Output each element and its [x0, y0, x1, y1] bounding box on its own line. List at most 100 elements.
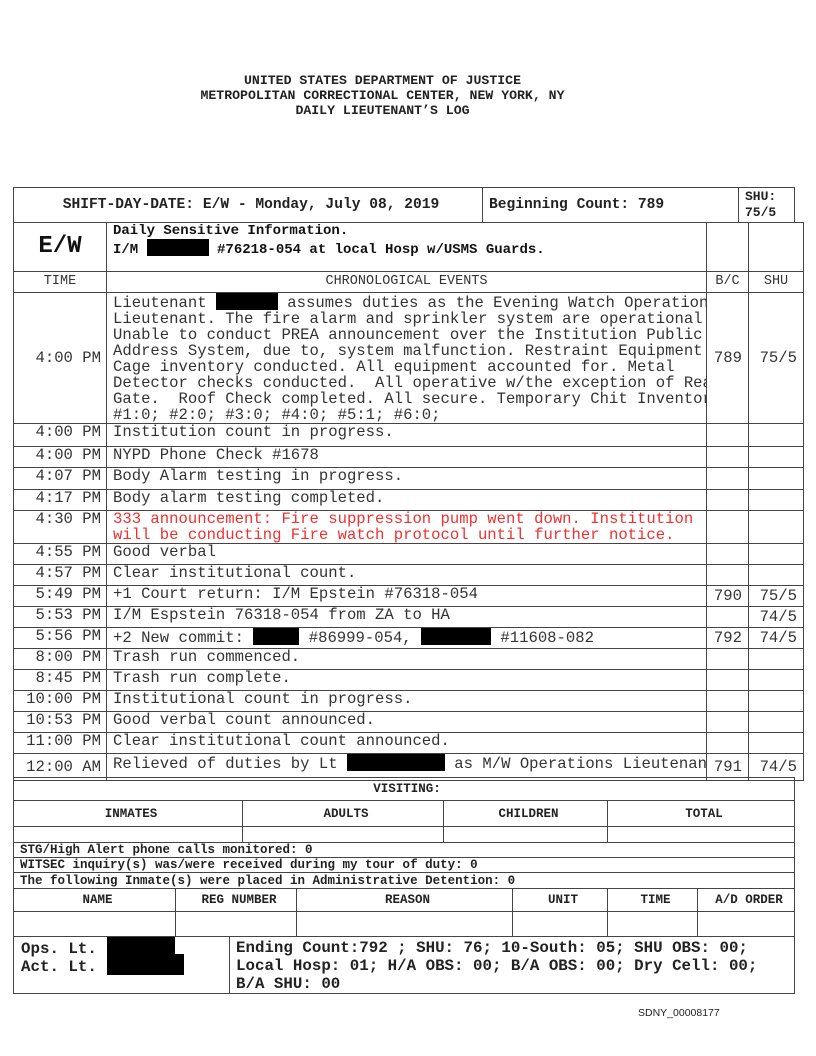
- event-time: 4:00 PM: [13, 446, 107, 468]
- event-bc-count: [706, 510, 749, 544]
- event-shu-count: [748, 446, 804, 468]
- event-row: 11:00 PM Clear institutional count announ…: [13, 732, 804, 754]
- col-header-shu: SHU: [748, 271, 804, 293]
- event-description: Institutional count in progress.: [106, 690, 707, 712]
- event-bc-count: [706, 648, 749, 670]
- redaction-box: [146, 239, 209, 256]
- col-header-events: CHRONOLOGICAL EVENTS: [106, 271, 707, 293]
- event-bc-count: [706, 606, 749, 628]
- event-text-segment: Lieutenant: [113, 294, 216, 312]
- log-title: DAILY LIEUTENANT’S LOG: [295, 103, 470, 118]
- event-text-segment: Good verbal: [113, 543, 216, 561]
- blank-cell: [242, 826, 444, 843]
- visiting-table: VISITING: INMATES ADULTS CHILDREN TOTAL …: [12, 777, 796, 937]
- admin-detention-note: The following Inmate(s) were placed in A…: [12, 872, 796, 889]
- event-description: Trash run complete.: [106, 669, 707, 691]
- redaction-box: [107, 937, 175, 956]
- event-time: 4:57 PM: [13, 564, 107, 586]
- ending-count-summary: Ending Count:792 ; SHU: 76; 10-South: 05…: [229, 936, 795, 994]
- event-time: 11:00 PM: [13, 732, 107, 754]
- ops-lt-label: Ops. Lt.: [21, 940, 97, 958]
- event-bc-count: [706, 423, 749, 447]
- event-row: 12:00 AM Relieved of duties by Lt as M/W …: [13, 753, 804, 781]
- shift-code: E/W: [13, 222, 107, 272]
- event-time: 8:00 PM: [13, 648, 107, 670]
- event-shu-count: [748, 489, 804, 511]
- event-text-segment: I/M: [113, 242, 147, 258]
- redaction-box: [215, 293, 278, 310]
- visiting-title: VISITING:: [12, 777, 796, 801]
- event-time: 4:30 PM: [13, 510, 107, 544]
- event-row: 5:49 PM +1 Court return: I/M Epstein #763…: [13, 585, 804, 607]
- sensitive-line: I/M #76218-054 at local Hosp w/USMS Guar…: [113, 239, 706, 258]
- event-description: Clear institutional count.: [106, 564, 707, 586]
- event-time: 5:53 PM: [13, 606, 107, 628]
- event-text-segment: +1 Court return: I/M Epstein #76318-054: [113, 585, 478, 603]
- event-shu-count: [748, 543, 804, 565]
- event-text-segment: Body alarm testing completed.: [113, 489, 385, 507]
- event-shu-count: [748, 648, 804, 670]
- event-description: I/M Espstein 76318-054 from ZA to HA: [106, 606, 707, 628]
- chronological-events-table: E/W Daily Sensitive Information. I/M #76…: [13, 222, 804, 781]
- blank-cell: [13, 911, 176, 937]
- shift-header-table: SHIFT-DAY-DATE: E/W - Monday, July 08, 2…: [13, 187, 795, 223]
- event-shu-count: [748, 711, 804, 733]
- visiting-header-total: TOTAL: [606, 800, 796, 827]
- event-description: Clear institutional count announced.: [106, 732, 707, 754]
- daily-sensitive-info: Daily Sensitive Information. I/M #76218-…: [106, 222, 707, 272]
- event-shu-count: [748, 564, 804, 586]
- event-time: 8:45 PM: [13, 669, 107, 691]
- event-bc-count: [706, 732, 749, 754]
- event-row: 5:53 PM I/M Espstein 76318-054 from ZA to…: [13, 606, 804, 628]
- event-row: 4:00 PM Institution count in progress.: [13, 423, 804, 447]
- event-description: Good verbal: [106, 543, 707, 565]
- event-text-segment: Relieved of duties by Lt: [113, 755, 347, 773]
- event-bc-count: 789: [706, 292, 749, 424]
- event-shu-count: [748, 423, 804, 447]
- event-time: 5:56 PM: [13, 627, 107, 649]
- act-lt-label: Act. Lt.: [21, 958, 97, 976]
- event-row: 4:57 PM Clear institutional count.: [13, 564, 804, 586]
- event-row: 4:00 PM Lieutenant assumes duties as the …: [13, 292, 804, 424]
- event-bc-count: 790: [706, 585, 749, 607]
- event-description: Lieutenant assumes duties as the Evening…: [106, 292, 707, 424]
- ad-header-reason: REASON: [296, 888, 513, 912]
- event-description: Body alarm testing completed.: [106, 489, 707, 511]
- blank-cell: [512, 911, 608, 937]
- bates-number: SDNY_00008177: [638, 1007, 720, 1019]
- event-bc-count: [706, 669, 749, 691]
- event-description: +1 Court return: I/M Epstein #76318-054: [106, 585, 707, 607]
- blank-cell: [175, 911, 297, 937]
- event-description: Trash run commenced.: [106, 648, 707, 670]
- event-time: 10:00 PM: [13, 690, 107, 712]
- event-row: 5:56 PM +2 New commit: #86999-054, #11608…: [13, 627, 804, 649]
- event-text-segment: #86999-054,: [299, 629, 422, 647]
- blank-cell: [748, 222, 804, 272]
- event-row: 10:00 PM Institutional count in progress.: [13, 690, 804, 712]
- event-shu-count: [748, 669, 804, 691]
- event-text-segment: +2 New commit:: [113, 629, 254, 647]
- event-row: 4:07 PM Body Alarm testing in progress.: [13, 467, 804, 490]
- redaction-box: [253, 628, 300, 645]
- blank-cell: [607, 911, 698, 937]
- visiting-header-adults: ADULTS: [242, 800, 444, 827]
- shift-day-date: SHIFT-DAY-DATE: E/W - Monday, July 08, 2…: [13, 187, 483, 223]
- event-time: 5:49 PM: [13, 585, 107, 607]
- event-text-segment: 333 announcement: Fire suppression pump …: [113, 510, 694, 544]
- event-description: Good verbal count announced.: [106, 711, 707, 733]
- event-row: 4:17 PM Body alarm testing completed.: [13, 489, 804, 511]
- event-time: 12:00 AM: [13, 753, 107, 781]
- event-text-segment: Clear institutional count.: [113, 564, 357, 582]
- event-bc-count: [706, 543, 749, 565]
- event-bc-count: [706, 489, 749, 511]
- event-bc-count: [706, 564, 749, 586]
- witsec-note: WITSEC inquiry(s) was/were received duri…: [12, 857, 796, 873]
- event-shu-count: [748, 467, 804, 490]
- event-text-segment: NYPD Phone Check #1678: [113, 446, 319, 464]
- event-description: Relieved of duties by Lt as M/W Operatio…: [106, 753, 707, 781]
- event-row: 4:55 PM Good verbal: [13, 543, 804, 565]
- ad-header-ad-order: A/D ORDER: [696, 888, 796, 912]
- event-bc-count: [706, 690, 749, 712]
- redaction-box: [107, 954, 184, 975]
